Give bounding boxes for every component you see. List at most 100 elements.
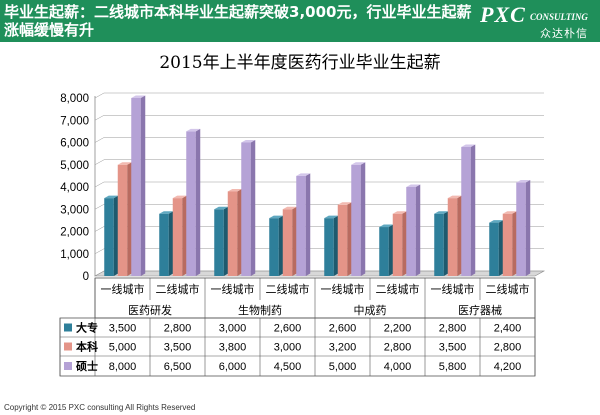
legend-swatch [64, 362, 72, 370]
bar-side [388, 224, 394, 276]
bar-硕士 [241, 142, 251, 276]
bar-side [333, 215, 339, 276]
bar-硕士 [186, 131, 196, 276]
gridline-side [94, 248, 105, 254]
gridline-side [94, 137, 105, 143]
bar-本科 [337, 204, 348, 276]
bar-side [360, 162, 366, 276]
bar-top [296, 173, 311, 176]
bar-top [489, 220, 504, 223]
x-tick-label: 一线城市 [101, 282, 145, 296]
data-label: 2,800 [439, 323, 467, 335]
header-banner: 毕业生起薪：二线城市本科毕业生起薪突破3,000元，行业毕业生起薪涨幅缓慢有升 … [0, 0, 600, 42]
bar-side [292, 206, 297, 276]
bar-top [351, 162, 366, 165]
bar-side [402, 211, 407, 276]
bar-大专 [214, 209, 224, 276]
legend-label: 本科 [76, 340, 98, 354]
gridline-side [94, 204, 105, 210]
bar-top [227, 188, 242, 192]
y-tick-label: 5,000 [60, 160, 89, 172]
x-tick-label: 二线城市 [156, 282, 200, 296]
bar-top [269, 215, 284, 219]
legend-label: 硕士 [76, 359, 98, 373]
gridline-side [94, 226, 105, 232]
data-label: 5,800 [439, 361, 467, 373]
x-tick-label: 二线城市 [486, 282, 530, 296]
bar-top [186, 128, 201, 132]
bar-side [470, 144, 476, 276]
bar-大专 [434, 213, 444, 276]
bar-top [337, 202, 352, 205]
chart-title: 2015年上半年度医药行业毕业生起薪 [159, 53, 441, 73]
bar-side [195, 128, 201, 276]
bar-side [457, 195, 462, 276]
data-label: 2,600 [274, 323, 302, 335]
bar-top [324, 215, 339, 219]
bar-大专 [324, 218, 334, 276]
group-label: 医疗器械 [458, 303, 502, 317]
data-label: 5,000 [329, 361, 357, 373]
data-label: 2,200 [384, 323, 412, 335]
legend-swatch [64, 323, 72, 332]
x-tick-label: 一线城市 [211, 282, 255, 296]
bar-top [516, 180, 531, 183]
bar-side [415, 184, 421, 276]
logo-sub: CONSULTING [530, 12, 588, 22]
data-label: 4,000 [384, 361, 412, 373]
data-label: 2,800 [494, 342, 522, 354]
bar-side [443, 211, 449, 276]
bar-top [461, 144, 476, 147]
bar-side [113, 195, 119, 276]
bar-top [502, 211, 517, 214]
copyright: Copyright © 2015 PXC consulting All Righ… [4, 403, 196, 412]
bar-side [168, 211, 174, 276]
y-tick-label: 3,000 [60, 204, 89, 216]
bar-top [447, 195, 462, 199]
gridline-side [94, 181, 105, 188]
group-label: 医药研发 [128, 303, 172, 317]
group-label: 生物制药 [238, 303, 282, 317]
data-label: 2,400 [494, 323, 522, 335]
legend-swatch [64, 342, 72, 351]
bar-大专 [104, 198, 114, 276]
bar-top [406, 184, 421, 187]
bar-大专 [269, 218, 279, 276]
data-label: 3,500 [439, 342, 467, 354]
x-tick-label: 二线城市 [376, 282, 420, 296]
bar-本科 [392, 213, 403, 276]
bar-硕士 [406, 187, 416, 276]
plot-area [95, 93, 544, 276]
bar-side [223, 206, 229, 276]
bar-硕士 [131, 98, 141, 276]
bar-本科 [282, 209, 293, 276]
bar-top [131, 95, 146, 98]
data-label: 3,800 [219, 342, 247, 354]
gridline-side [94, 270, 105, 277]
y-tick-label: 0 [83, 271, 89, 283]
bar-top [434, 211, 449, 214]
bar-top [104, 195, 119, 199]
bar-top [379, 224, 394, 228]
data-label: 3,500 [109, 323, 137, 335]
x-tick-label: 二线城市 [266, 282, 310, 296]
bar-top [282, 206, 297, 210]
gridline-side [94, 159, 105, 165]
bar-top [392, 211, 407, 214]
headline: 毕业生起薪：二线城市本科毕业生起薪突破3,000元，行业毕业生起薪涨幅缓慢有升 [4, 3, 472, 39]
logo-main: PXC [480, 2, 526, 27]
bar-side [512, 211, 517, 276]
data-label: 6,000 [219, 361, 247, 373]
bar-top [159, 211, 174, 214]
bar-硕士 [296, 175, 306, 276]
data-label: 3,500 [164, 342, 192, 354]
bar-side [237, 188, 242, 276]
bar-本科 [172, 198, 183, 276]
data-label: 3,000 [219, 323, 247, 335]
bar-本科 [447, 198, 458, 276]
gridline-side [94, 115, 105, 121]
logo-chinese: 众达朴信 [540, 27, 588, 40]
bar-side [278, 215, 284, 276]
bar-top [214, 206, 229, 210]
